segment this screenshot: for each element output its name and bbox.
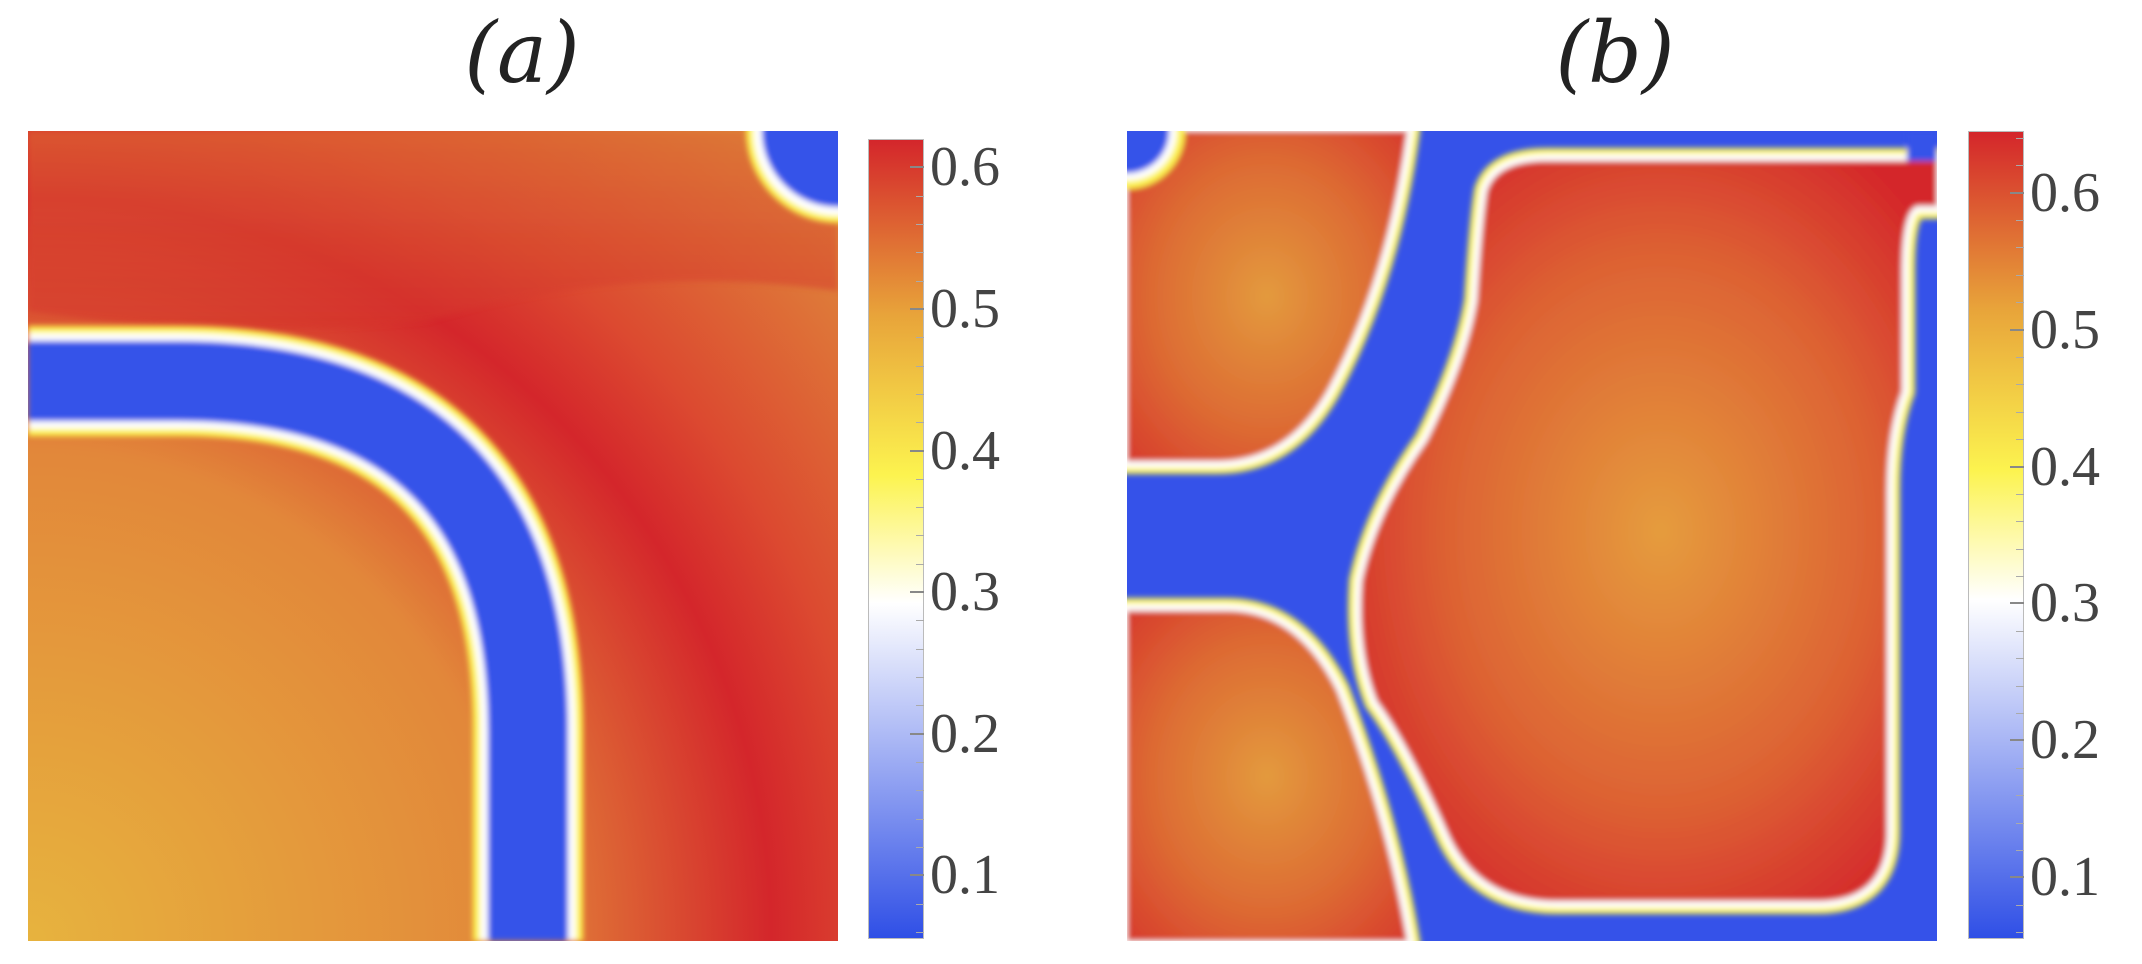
colorbar-tick-label: 0.5 xyxy=(930,277,1000,340)
colorbar-minor-tick xyxy=(2016,904,2024,906)
colorbar-minor-tick xyxy=(916,762,924,763)
colorbar-minor-tick xyxy=(916,280,924,282)
colorbar-minor-tick xyxy=(916,563,924,565)
colorbar-minor-tick xyxy=(2016,356,2024,358)
colorbar-major-tick xyxy=(910,591,924,594)
colorbar-tick-label: 0.2 xyxy=(930,702,1000,765)
heatmap-b xyxy=(1127,131,1937,941)
colorbar-minor-tick xyxy=(2016,548,2024,550)
colorbar-minor-tick xyxy=(2016,713,2024,715)
colorbar-tick-label: 0.1 xyxy=(930,844,1000,907)
panel-a-title: (a) xyxy=(464,4,580,102)
colorbar-tick-label: 0.6 xyxy=(930,136,1000,199)
colorbar-minor-tick xyxy=(2016,767,2024,769)
heatmap-a-corner-core xyxy=(762,131,838,207)
colorbar-major-tick xyxy=(910,449,924,452)
colorbar-minor-tick xyxy=(2016,439,2024,441)
colorbar-minor-tick xyxy=(916,846,924,848)
panel-b-title: (b) xyxy=(1555,4,1675,102)
colorbar-minor-tick xyxy=(2016,795,2024,797)
colorbar-minor-tick xyxy=(916,620,924,622)
colorbar-tick-label: 0.2 xyxy=(2030,709,2100,772)
colorbar-minor-tick xyxy=(916,507,924,509)
heatmap-a-upper-field xyxy=(28,131,838,329)
colorbar-minor-tick xyxy=(2016,576,2024,578)
colorbar-major-tick xyxy=(2010,465,2024,468)
colorbar-minor-tick xyxy=(2016,630,2024,632)
colorbar-major-tick xyxy=(910,732,924,735)
heatmap-b-domain-main xyxy=(1361,161,1937,901)
heatmap-b-right-edge-halo xyxy=(1907,131,1937,161)
heatmap-a-band-core xyxy=(28,341,568,941)
colorbar-minor-tick xyxy=(916,535,924,537)
heatmap-b-domain-left-bottom xyxy=(1127,611,1407,941)
colorbar-major-tick xyxy=(2010,876,2024,879)
colorbar-minor-tick xyxy=(916,648,924,650)
colorbar-minor-tick xyxy=(916,252,924,254)
colorbar-minor-tick xyxy=(916,677,924,679)
colorbar-minor-tick xyxy=(2016,165,2024,167)
colorbar-minor-tick xyxy=(916,931,924,933)
colorbar-major-tick xyxy=(910,307,924,310)
colorbar-minor-tick xyxy=(916,337,924,339)
colorbar-minor-tick xyxy=(2016,521,2024,523)
colorbar-minor-tick xyxy=(2016,411,2024,413)
colorbar-tick-label: 0.3 xyxy=(930,561,1000,624)
colorbar-minor-tick xyxy=(916,705,924,707)
colorbar-tick-label: 0.5 xyxy=(2030,298,2100,361)
colorbar-major-tick xyxy=(910,874,924,877)
colorbar-minor-tick xyxy=(916,195,924,197)
colorbar-minor-tick xyxy=(916,422,924,424)
heatmap-b-corner-wall xyxy=(1127,131,1169,173)
colorbar-minor-tick xyxy=(2016,932,2024,934)
colorbar-major-tick xyxy=(910,166,924,169)
colorbar-minor-tick xyxy=(916,223,924,225)
colorbar-minor-tick xyxy=(2016,849,2024,851)
colorbar-minor-tick xyxy=(2016,302,2024,304)
colorbar-tick-label: 0.3 xyxy=(2030,572,2100,635)
colorbar-minor-tick xyxy=(2016,220,2024,222)
colorbar-minor-tick xyxy=(2016,658,2024,660)
colorbar-tick-label: 0.4 xyxy=(2030,435,2100,498)
heatmap-b-svg xyxy=(1127,131,1937,941)
colorbar-major-tick xyxy=(2010,328,2024,331)
colorbar-minor-tick xyxy=(2016,822,2024,824)
colorbar-minor-tick xyxy=(916,903,924,905)
colorbar-minor-tick xyxy=(916,478,924,480)
colorbar-minor-tick xyxy=(2016,685,2024,687)
colorbar-a xyxy=(868,139,924,939)
heatmap-a xyxy=(28,131,838,941)
colorbar-minor-tick xyxy=(2016,137,2024,139)
colorbar-minor-tick xyxy=(916,790,924,792)
colorbar-tick-label: 0.6 xyxy=(2030,161,2100,224)
colorbar-minor-tick xyxy=(916,393,924,395)
colorbar-major-tick xyxy=(2010,602,2024,605)
colorbar-tick-label: 0.4 xyxy=(930,419,1000,482)
colorbar-tick-label: 0.1 xyxy=(2030,846,2100,909)
colorbar-minor-tick xyxy=(916,818,924,820)
colorbar-major-tick xyxy=(2010,191,2024,194)
colorbar-major-tick xyxy=(2010,739,2024,742)
colorbar-minor-tick xyxy=(2016,384,2024,386)
colorbar-minor-tick xyxy=(916,365,924,367)
heatmap-a-svg xyxy=(28,131,838,941)
colorbar-b xyxy=(1968,131,2024,939)
heatmap-b-domain-left-top xyxy=(1127,131,1407,461)
colorbar-minor-tick xyxy=(2016,493,2024,495)
colorbar-minor-tick xyxy=(2016,247,2024,249)
colorbar-minor-tick xyxy=(2016,274,2024,276)
